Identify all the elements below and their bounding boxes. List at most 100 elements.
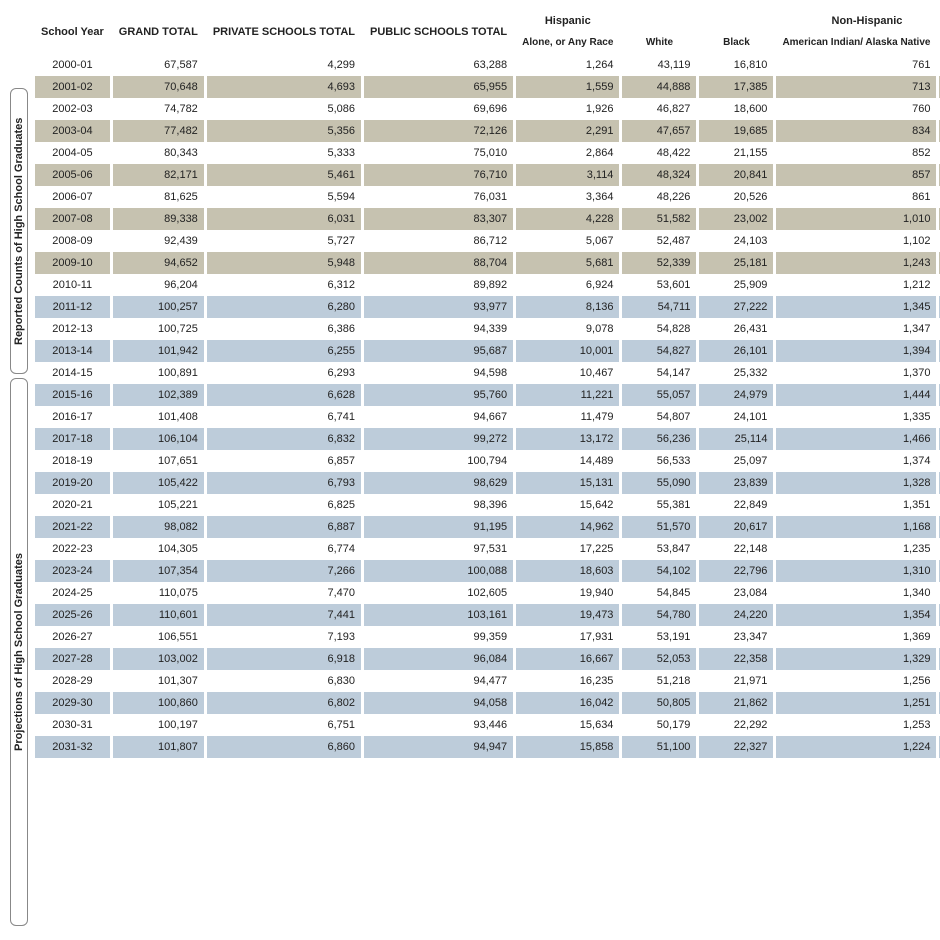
cell-year: 2016-17	[35, 406, 110, 428]
col-grand-total: GRAND TOTAL	[113, 10, 204, 54]
cell-pub: 95,760	[364, 384, 513, 406]
cell-priv: 6,832	[207, 428, 361, 450]
cell-hisp: 15,642	[516, 494, 619, 516]
table-row: 2027-28103,0026,91896,08416,66752,05322,…	[35, 648, 940, 670]
cell-hisp: 8,136	[516, 296, 619, 318]
cell-grand: 105,422	[113, 472, 204, 494]
cell-black: 27,222	[699, 296, 773, 318]
table-row: 2031-32101,8076,86094,94715,85851,10022,…	[35, 736, 940, 758]
cell-year: 2023-24	[35, 560, 110, 582]
main-table-wrap: School Year GRAND TOTAL PRIVATE SCHOOLS …	[32, 10, 940, 758]
cell-hisp: 3,114	[516, 164, 619, 186]
cell-grand: 98,082	[113, 516, 204, 538]
cell-pub: 72,126	[364, 120, 513, 142]
cell-grand: 106,104	[113, 428, 204, 450]
cell-grand: 101,807	[113, 736, 204, 758]
cell-year: 2001-02	[35, 76, 110, 98]
cell-aian: 1,354	[776, 604, 936, 626]
table-row: 2029-30100,8606,80294,05816,04250,80521,…	[35, 692, 940, 714]
table-row: 2026-27106,5517,19399,35917,93153,19123,…	[35, 626, 940, 648]
cell-white: 52,487	[622, 230, 696, 252]
cell-pub: 95,687	[364, 340, 513, 362]
cell-grand: 100,257	[113, 296, 204, 318]
cell-year: 2005-06	[35, 164, 110, 186]
cell-grand: 104,305	[113, 538, 204, 560]
table-row: 2007-0889,3386,03183,3074,22851,58223,00…	[35, 208, 940, 230]
cell-white: 54,807	[622, 406, 696, 428]
cell-priv: 7,193	[207, 626, 361, 648]
cell-black: 21,971	[699, 670, 773, 692]
cell-priv: 5,727	[207, 230, 361, 252]
table-row: 2015-16102,3896,62895,76011,22155,05724,…	[35, 384, 940, 406]
cell-pub: 63,288	[364, 54, 513, 76]
cell-black: 22,358	[699, 648, 773, 670]
cell-white: 54,711	[622, 296, 696, 318]
cell-pub: 94,667	[364, 406, 513, 428]
cell-white: 56,533	[622, 450, 696, 472]
cell-aian: 761	[776, 54, 936, 76]
cell-priv: 6,312	[207, 274, 361, 296]
cell-pub: 100,088	[364, 560, 513, 582]
cell-year: 2027-28	[35, 648, 110, 670]
cell-aian: 1,370	[776, 362, 936, 384]
cell-hisp: 19,473	[516, 604, 619, 626]
cell-white: 53,601	[622, 274, 696, 296]
side-label-reported: Reported Counts of High School Graduates	[10, 88, 28, 374]
cell-year: 2022-23	[35, 538, 110, 560]
cell-pub: 76,710	[364, 164, 513, 186]
cell-grand: 81,625	[113, 186, 204, 208]
cell-aian: 1,310	[776, 560, 936, 582]
cell-black: 22,796	[699, 560, 773, 582]
table-row: 2002-0374,7825,08669,6961,92646,82718,60…	[35, 98, 940, 120]
side-label-projections: Projections of High School Graduates	[10, 378, 28, 926]
cell-grand: 67,587	[113, 54, 204, 76]
side-labels: Reported Counts of High School Graduates…	[10, 88, 28, 930]
cell-black: 22,148	[699, 538, 773, 560]
cell-aian: 861	[776, 186, 936, 208]
cell-priv: 6,802	[207, 692, 361, 714]
cell-priv: 7,441	[207, 604, 361, 626]
cell-white: 51,100	[622, 736, 696, 758]
cell-white: 54,845	[622, 582, 696, 604]
cell-year: 2008-09	[35, 230, 110, 252]
table-row: 2008-0992,4395,72786,7125,06752,48724,10…	[35, 230, 940, 252]
cell-white: 53,191	[622, 626, 696, 648]
cell-pub: 94,477	[364, 670, 513, 692]
cell-white: 51,570	[622, 516, 696, 538]
cell-black: 22,292	[699, 714, 773, 736]
cell-year: 2030-31	[35, 714, 110, 736]
cell-aian: 1,102	[776, 230, 936, 252]
cell-year: 2006-07	[35, 186, 110, 208]
cell-aian: 1,328	[776, 472, 936, 494]
cell-white: 48,324	[622, 164, 696, 186]
cell-hisp: 17,225	[516, 538, 619, 560]
cell-black: 25,114	[699, 428, 773, 450]
cell-pub: 103,161	[364, 604, 513, 626]
cell-aian: 1,347	[776, 318, 936, 340]
table-row: 2016-17101,4086,74194,66711,47954,80724,…	[35, 406, 940, 428]
cell-black: 26,431	[699, 318, 773, 340]
cell-hisp: 17,931	[516, 626, 619, 648]
cell-priv: 6,031	[207, 208, 361, 230]
cell-priv: 6,857	[207, 450, 361, 472]
cell-grand: 106,551	[113, 626, 204, 648]
cell-pub: 99,359	[364, 626, 513, 648]
cell-aian: 1,329	[776, 648, 936, 670]
cell-aian: 1,374	[776, 450, 936, 472]
cell-pub: 93,977	[364, 296, 513, 318]
cell-black: 21,155	[699, 142, 773, 164]
cell-aian: 1,466	[776, 428, 936, 450]
cell-aian: 834	[776, 120, 936, 142]
cell-white: 51,582	[622, 208, 696, 230]
cell-grand: 107,354	[113, 560, 204, 582]
cell-aian: 1,251	[776, 692, 936, 714]
cell-year: 2020-21	[35, 494, 110, 516]
cell-white: 53,847	[622, 538, 696, 560]
cell-black: 22,327	[699, 736, 773, 758]
cell-priv: 6,830	[207, 670, 361, 692]
table-row: 2003-0477,4825,35672,1262,29147,65719,68…	[35, 120, 940, 142]
cell-aian: 1,010	[776, 208, 936, 230]
table-row: 2028-29101,3076,83094,47716,23551,21821,…	[35, 670, 940, 692]
cell-hisp: 15,858	[516, 736, 619, 758]
table-row: 2030-31100,1976,75193,44615,63450,17922,…	[35, 714, 940, 736]
